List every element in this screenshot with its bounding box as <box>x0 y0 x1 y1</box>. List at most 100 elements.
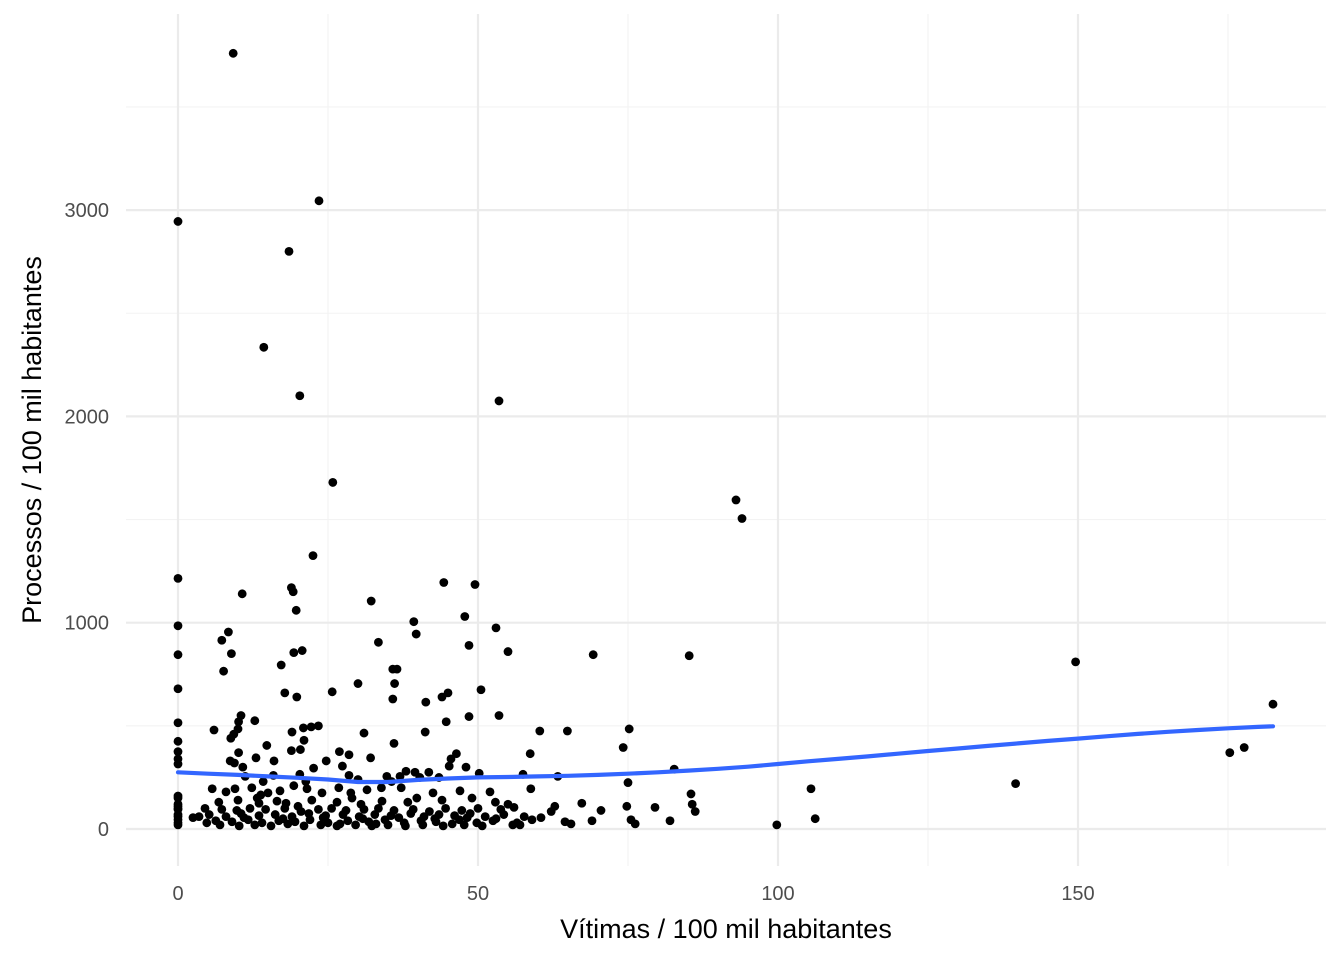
data-point <box>234 821 244 831</box>
data-point <box>366 596 376 606</box>
data-point <box>536 813 546 823</box>
data-point <box>358 814 368 824</box>
data-point <box>295 391 305 401</box>
data-point <box>447 819 457 829</box>
x-tick-labels: 0 50 100 150 <box>172 883 1094 905</box>
data-point <box>624 724 634 734</box>
data-point <box>254 798 264 808</box>
data-point <box>234 717 244 727</box>
data-point <box>321 756 331 766</box>
data-point <box>338 761 347 771</box>
data-point <box>424 767 434 777</box>
data-point <box>444 761 454 771</box>
y-axis-title: Processos / 100 mil habitantes <box>17 256 47 624</box>
data-point <box>328 478 338 487</box>
data-point <box>665 816 675 826</box>
data-point <box>209 725 219 735</box>
y-tick-label: 2000 <box>65 406 110 428</box>
data-point <box>470 580 480 589</box>
data-point <box>623 778 633 787</box>
data-point <box>480 812 490 822</box>
data-point <box>455 786 465 796</box>
data-point <box>173 747 183 757</box>
data-point <box>577 798 587 808</box>
data-point <box>491 623 501 633</box>
data-point <box>392 664 402 674</box>
data-point <box>280 688 290 698</box>
x-axis-title: Vítimas / 100 mil habitantes <box>560 914 892 944</box>
data-point <box>257 818 267 828</box>
data-point <box>395 771 405 781</box>
data-point <box>288 587 298 597</box>
data-point <box>401 766 411 776</box>
data-point <box>351 820 360 830</box>
data-point <box>1239 743 1249 752</box>
data-point <box>403 797 413 807</box>
data-point <box>411 629 421 639</box>
data-point <box>374 637 383 647</box>
data-point <box>217 805 227 814</box>
data-point <box>806 784 816 794</box>
data-point <box>485 787 495 797</box>
data-point <box>401 821 410 831</box>
data-point <box>173 759 183 769</box>
data-point <box>234 748 244 758</box>
data-point <box>204 810 214 819</box>
data-point <box>731 495 741 505</box>
data-point <box>491 797 500 807</box>
data-point <box>772 820 782 830</box>
data-point <box>229 729 239 739</box>
data-point <box>227 817 237 827</box>
smooth-line <box>175 724 1276 785</box>
data-point <box>494 396 504 406</box>
data-point <box>292 692 302 702</box>
data-point <box>509 802 519 812</box>
data-point <box>622 801 632 811</box>
data-point <box>428 788 438 798</box>
data-point <box>250 716 260 726</box>
data-point <box>494 711 504 720</box>
data-point <box>437 795 447 805</box>
data-point <box>1225 748 1235 758</box>
data-point <box>377 783 386 793</box>
data-point <box>430 814 440 824</box>
data-point <box>314 721 323 731</box>
data-point <box>461 762 471 772</box>
data-point <box>457 806 467 815</box>
data-point <box>546 807 556 816</box>
y-tick-label: 3000 <box>65 200 110 222</box>
data-point <box>237 589 247 599</box>
data-point <box>563 726 572 736</box>
data-point <box>686 789 696 799</box>
data-point <box>366 753 375 763</box>
data-point <box>618 743 628 752</box>
data-point <box>503 647 513 656</box>
data-point <box>327 803 336 813</box>
data-point <box>519 812 529 822</box>
data-point <box>477 821 487 831</box>
data-point <box>525 749 535 759</box>
data-point <box>230 784 240 794</box>
data-point <box>344 770 354 780</box>
data-point <box>353 679 363 688</box>
data-point <box>362 785 372 795</box>
data-point <box>173 573 183 583</box>
data-point <box>314 805 323 814</box>
data-point <box>263 788 273 798</box>
data-point <box>388 694 398 704</box>
x-tick-label: 100 <box>761 883 794 905</box>
data-point <box>596 806 606 815</box>
data-point <box>280 803 290 813</box>
data-point <box>287 746 296 756</box>
data-point <box>810 814 820 824</box>
x-tick-label: 150 <box>1061 883 1094 905</box>
data-point <box>390 679 399 688</box>
data-point <box>173 621 183 631</box>
data-point <box>308 551 318 561</box>
data-point <box>464 712 474 721</box>
data-point <box>1268 699 1278 709</box>
data-point <box>278 814 288 824</box>
y-tick-labels: 0 1000 2000 3000 <box>65 200 110 841</box>
data-point <box>464 640 474 650</box>
